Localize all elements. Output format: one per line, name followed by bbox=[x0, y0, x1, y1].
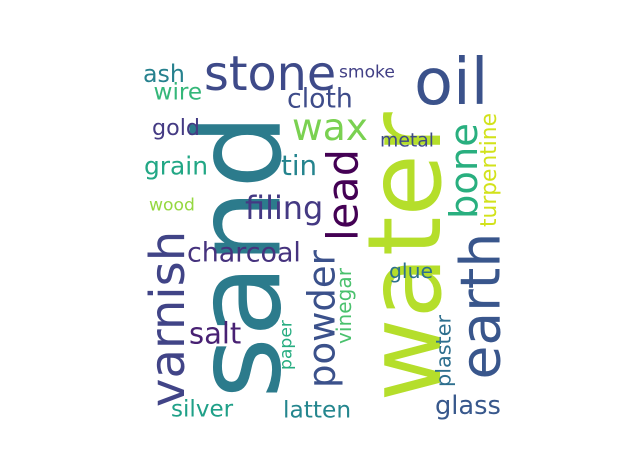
word-silver: silver bbox=[171, 396, 234, 423]
word-filing: filing bbox=[245, 189, 324, 227]
word-paper: paper bbox=[276, 320, 297, 370]
word-plaster: plaster bbox=[431, 314, 456, 387]
word-grain: grain bbox=[144, 151, 208, 181]
word-glass: glass bbox=[435, 391, 501, 421]
word-glue: glue bbox=[389, 259, 434, 283]
word-wax: wax bbox=[292, 105, 369, 149]
word-tin: tin bbox=[281, 149, 318, 182]
word-vinegar: vinegar bbox=[332, 268, 356, 344]
word-wood: wood bbox=[149, 195, 195, 216]
word-wire: wire bbox=[153, 78, 203, 106]
word-smoke: smoke bbox=[339, 62, 395, 83]
word-varnish: varnish bbox=[140, 230, 196, 407]
word-ash: ash bbox=[143, 60, 185, 88]
word-turpentine: turpentine bbox=[477, 113, 502, 227]
word-salt: salt bbox=[189, 316, 242, 351]
word-earth: earth bbox=[448, 232, 513, 380]
word-latten: latten bbox=[283, 396, 352, 424]
word-cloth: cloth bbox=[287, 83, 353, 115]
word-charcoal: charcoal bbox=[187, 237, 301, 269]
word-stone: stone bbox=[204, 47, 337, 102]
word-gold: gold bbox=[152, 115, 200, 141]
word-lead: lead bbox=[318, 148, 369, 241]
word-oil: oil bbox=[414, 46, 489, 120]
word-metal: metal bbox=[380, 130, 435, 152]
